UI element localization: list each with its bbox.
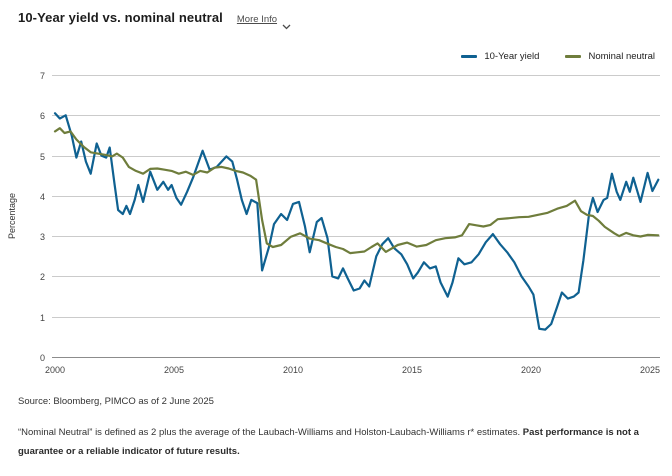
legend-swatch (461, 55, 478, 58)
chart-canvas: 0 1 2 3 4 5 6 7 2000 2005 2010 2015 2020 2025 Percenta… (7, 71, 660, 375)
footnote-disclaimer: Past performance is not a guarantee or a… (18, 427, 639, 457)
y-tick-label: 4 (40, 192, 45, 202)
legend-swatch (565, 55, 582, 58)
y-tick-label: 6 (40, 111, 45, 121)
legend-label: Nominal neutral (588, 51, 655, 62)
chevron-down-icon (282, 17, 291, 29)
y-axis-title: Percentage (7, 193, 17, 239)
y-tick-label: 1 (40, 313, 45, 323)
y-tick-label: 7 (40, 71, 45, 81)
y-tick-label: 3 (40, 232, 45, 242)
footnote-definition: “Nominal Neutral” is defined as 2 plus t… (18, 427, 523, 438)
x-tick-label: 2000 (45, 365, 65, 375)
series-line-10-year-yield (53, 112, 660, 331)
x-tick-label: 2020 (521, 365, 541, 375)
series-line-nominal-neutral (53, 127, 660, 255)
y-tick-label: 0 (40, 353, 45, 363)
more-info-link[interactable]: More Info (236, 14, 291, 29)
footnote-text: “Nominal Neutral” is defined as 2 plus t… (18, 423, 658, 461)
chart-header: 10-Year yield vs. nominal neutral More I… (18, 10, 291, 29)
x-tick-label: 2005 (164, 365, 184, 375)
legend-item-10-year-yield: 10-Year yield (461, 51, 539, 62)
legend-item-nominal-neutral: Nominal neutral (565, 51, 655, 62)
x-tick-label: 2025 (640, 365, 660, 375)
chart-legend: 10-Year yield Nominal neutral (461, 51, 655, 62)
more-info-label: More Info (236, 14, 278, 25)
legend-label: 10-Year yield (484, 51, 540, 62)
y-tick-label: 2 (40, 272, 45, 282)
x-tick-label: 2010 (283, 365, 303, 375)
page-title: 10-Year yield vs. nominal neutral (18, 10, 223, 25)
source-text: Source: Bloomberg, PIMCO as of 2 June 20… (18, 396, 214, 407)
y-tick-label: 5 (40, 152, 45, 162)
x-tick-label: 2015 (402, 365, 422, 375)
